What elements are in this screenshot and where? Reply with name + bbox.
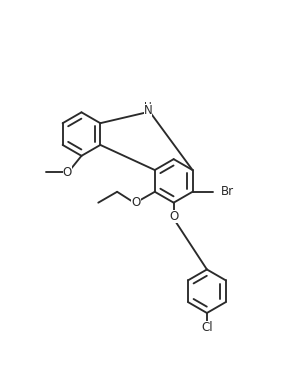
Text: N: N — [144, 104, 152, 117]
Text: Br: Br — [221, 185, 234, 198]
Text: H: H — [144, 102, 152, 112]
Text: O: O — [131, 196, 141, 209]
Text: O: O — [63, 166, 72, 179]
Text: O: O — [169, 210, 178, 223]
Text: Cl: Cl — [201, 321, 213, 334]
